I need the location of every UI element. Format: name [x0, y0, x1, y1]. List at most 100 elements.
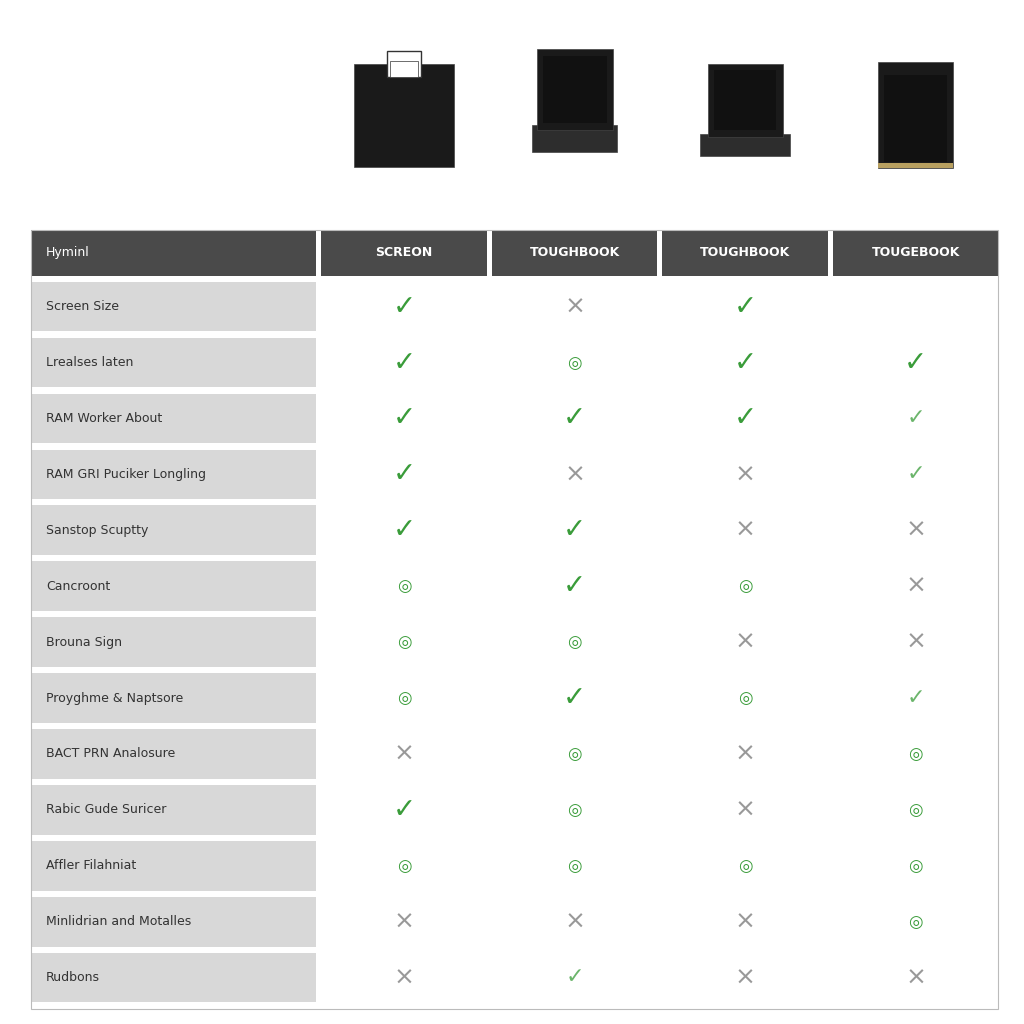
Bar: [663, 506, 827, 555]
Bar: [833, 673, 998, 723]
Bar: [663, 561, 827, 611]
Text: ◎: ◎: [567, 744, 582, 763]
Bar: [663, 897, 827, 946]
Bar: [532, 126, 616, 152]
Bar: [833, 450, 998, 499]
Text: ◎: ◎: [738, 578, 753, 595]
Text: ✓: ✓: [733, 348, 757, 377]
Text: ×: ×: [734, 909, 756, 934]
Text: Lrealses laten: Lrealses laten: [46, 356, 133, 369]
Bar: [833, 230, 998, 275]
Text: ✓: ✓: [563, 572, 586, 600]
Bar: [492, 561, 657, 611]
Text: ×: ×: [564, 295, 585, 318]
Bar: [31, 338, 316, 387]
Bar: [700, 134, 790, 157]
Text: ◎: ◎: [396, 633, 412, 651]
Bar: [663, 785, 827, 835]
Bar: [537, 49, 612, 130]
Text: Hyminl: Hyminl: [46, 247, 90, 259]
Bar: [31, 729, 316, 779]
Bar: [879, 62, 953, 168]
Bar: [322, 338, 486, 387]
Bar: [492, 393, 657, 443]
Text: Brouna Sign: Brouna Sign: [46, 636, 122, 648]
Bar: [663, 952, 827, 1002]
Text: ✓: ✓: [733, 404, 757, 432]
Bar: [663, 673, 827, 723]
Bar: [492, 338, 657, 387]
Text: ×: ×: [393, 909, 415, 934]
Text: ✓: ✓: [733, 293, 757, 321]
Text: ×: ×: [393, 742, 415, 766]
Bar: [31, 897, 316, 946]
Text: RAM Worker About: RAM Worker About: [46, 412, 163, 425]
Bar: [663, 338, 827, 387]
Bar: [833, 506, 998, 555]
Text: SCREON: SCREON: [376, 247, 433, 259]
Bar: [31, 785, 316, 835]
Text: ×: ×: [564, 463, 585, 486]
Bar: [322, 506, 486, 555]
Bar: [833, 561, 998, 611]
Bar: [833, 785, 998, 835]
Bar: [492, 673, 657, 723]
Text: ×: ×: [564, 909, 585, 934]
Text: ×: ×: [734, 966, 756, 989]
Text: Rabic Gude Suricer: Rabic Gude Suricer: [46, 804, 167, 816]
Text: ◎: ◎: [738, 689, 753, 707]
Bar: [322, 897, 486, 946]
Text: ×: ×: [905, 966, 926, 989]
Bar: [663, 230, 827, 275]
Bar: [833, 338, 998, 387]
Bar: [31, 393, 316, 443]
Bar: [387, 50, 422, 77]
Bar: [879, 163, 953, 168]
Text: ×: ×: [734, 518, 756, 543]
Bar: [31, 230, 998, 1009]
Text: ✓: ✓: [906, 409, 925, 428]
Bar: [833, 952, 998, 1002]
Bar: [833, 841, 998, 891]
Bar: [492, 897, 657, 946]
Bar: [543, 56, 606, 123]
Text: ◎: ◎: [567, 801, 582, 819]
Bar: [663, 617, 827, 667]
Text: TOUGHBOOK: TOUGHBOOK: [700, 247, 791, 259]
Bar: [492, 450, 657, 499]
Bar: [31, 230, 316, 275]
Bar: [31, 617, 316, 667]
Bar: [663, 729, 827, 779]
Bar: [31, 282, 316, 332]
Bar: [714, 70, 776, 130]
Bar: [322, 952, 486, 1002]
Text: ✓: ✓: [392, 293, 416, 321]
Text: Rudbons: Rudbons: [46, 971, 100, 984]
Bar: [833, 393, 998, 443]
Bar: [31, 673, 316, 723]
Text: BACT PRN Analosure: BACT PRN Analosure: [46, 748, 175, 761]
Bar: [885, 75, 947, 162]
Bar: [833, 617, 998, 667]
Bar: [322, 729, 486, 779]
Bar: [322, 841, 486, 891]
Text: ×: ×: [905, 630, 926, 654]
Text: ×: ×: [734, 798, 756, 822]
Text: ×: ×: [905, 574, 926, 598]
Text: ✓: ✓: [563, 404, 586, 432]
Bar: [390, 61, 418, 77]
Bar: [492, 506, 657, 555]
Text: ◎: ◎: [396, 578, 412, 595]
Bar: [663, 450, 827, 499]
Text: RAM GRI Puciker Longling: RAM GRI Puciker Longling: [46, 468, 206, 481]
Bar: [492, 617, 657, 667]
Bar: [492, 230, 657, 275]
Text: ◎: ◎: [738, 857, 753, 874]
Text: Sanstop Scuptty: Sanstop Scuptty: [46, 523, 148, 537]
Bar: [492, 952, 657, 1002]
Bar: [833, 897, 998, 946]
Bar: [708, 63, 782, 137]
Bar: [663, 282, 827, 332]
Text: TOUGEBOOK: TOUGEBOOK: [871, 247, 959, 259]
Text: ✓: ✓: [392, 461, 416, 488]
